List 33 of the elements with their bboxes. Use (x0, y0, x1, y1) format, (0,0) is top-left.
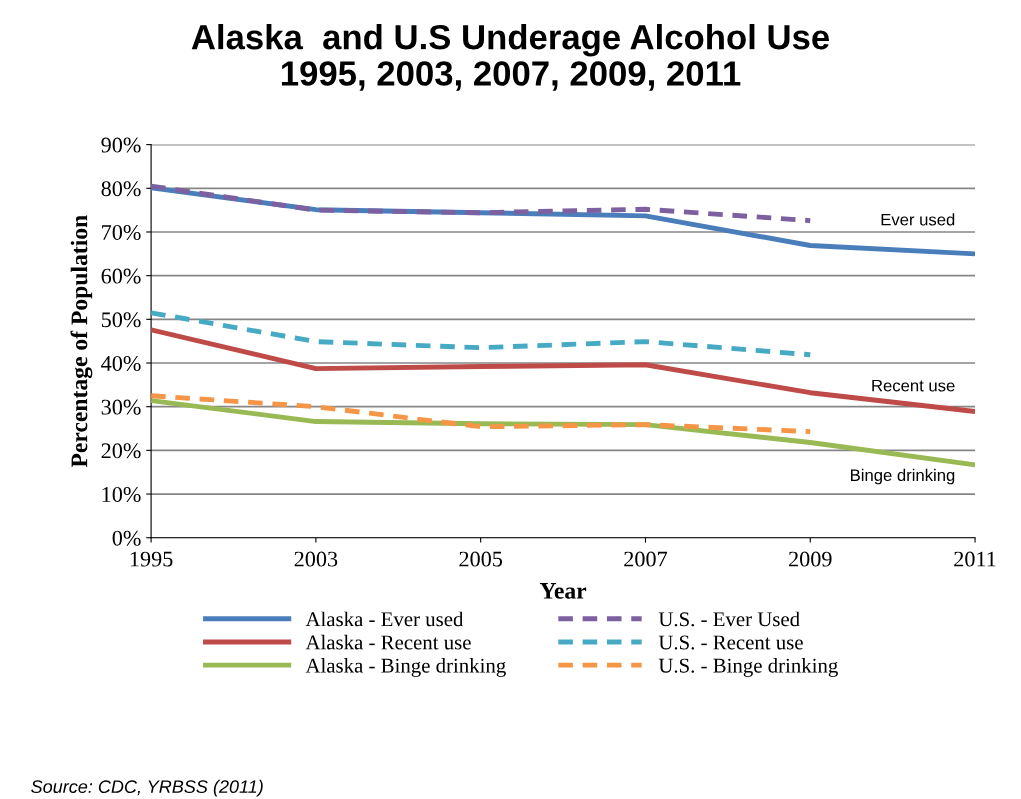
legend-label: U.S. - Ever Used (658, 611, 800, 627)
x-tick-label: 2003 (294, 551, 338, 567)
y-tick-label: 0% (112, 530, 141, 546)
source-note: Source: CDC, YRBSS (2011) (31, 779, 263, 797)
y-tick-label: 90% (101, 137, 141, 153)
y-tick-label: 10% (102, 486, 141, 503)
y-tick-label: 30% (101, 399, 141, 415)
y-tick-label: 60% (101, 268, 141, 284)
chart-title: Alaska and U.S Underage Alcohol Use 1995, 2003, 2007, 2009, 2011 (191, 23, 829, 91)
x-tick-label: 2009 (789, 551, 832, 567)
annotation: Binge drinking (851, 468, 955, 485)
line-series (151, 393, 813, 435)
line-series (151, 183, 813, 224)
x-tick-label: 2007 (624, 551, 668, 567)
x-axis-title: Year (539, 583, 587, 599)
line-series (151, 310, 813, 358)
y-tick-label: 80% (101, 181, 141, 197)
y-axis-title: Percentage of Population (70, 215, 93, 468)
annotation: Recent use (872, 379, 955, 392)
legend-label: U.S. - Recent use (658, 635, 803, 650)
y-tick-label: 20% (101, 443, 141, 459)
y-tick-label: 70% (102, 224, 141, 240)
legend-label: Alaska - Recent use (305, 634, 471, 650)
legend-label: Alaska - Ever used (305, 611, 464, 627)
y-tick-label: 50% (101, 312, 141, 328)
x-tick-label: 2005 (459, 551, 503, 567)
y-tick-label: 40% (101, 355, 141, 372)
legend-label: U.S. - Binge drinking (658, 658, 838, 677)
x-tick-label: 2011 (954, 551, 996, 567)
line-series (151, 327, 976, 414)
legend-label: Alaska - Binge drinking (305, 658, 506, 677)
x-tick-label: 1995 (130, 551, 173, 567)
annotation: Ever used (881, 213, 955, 226)
